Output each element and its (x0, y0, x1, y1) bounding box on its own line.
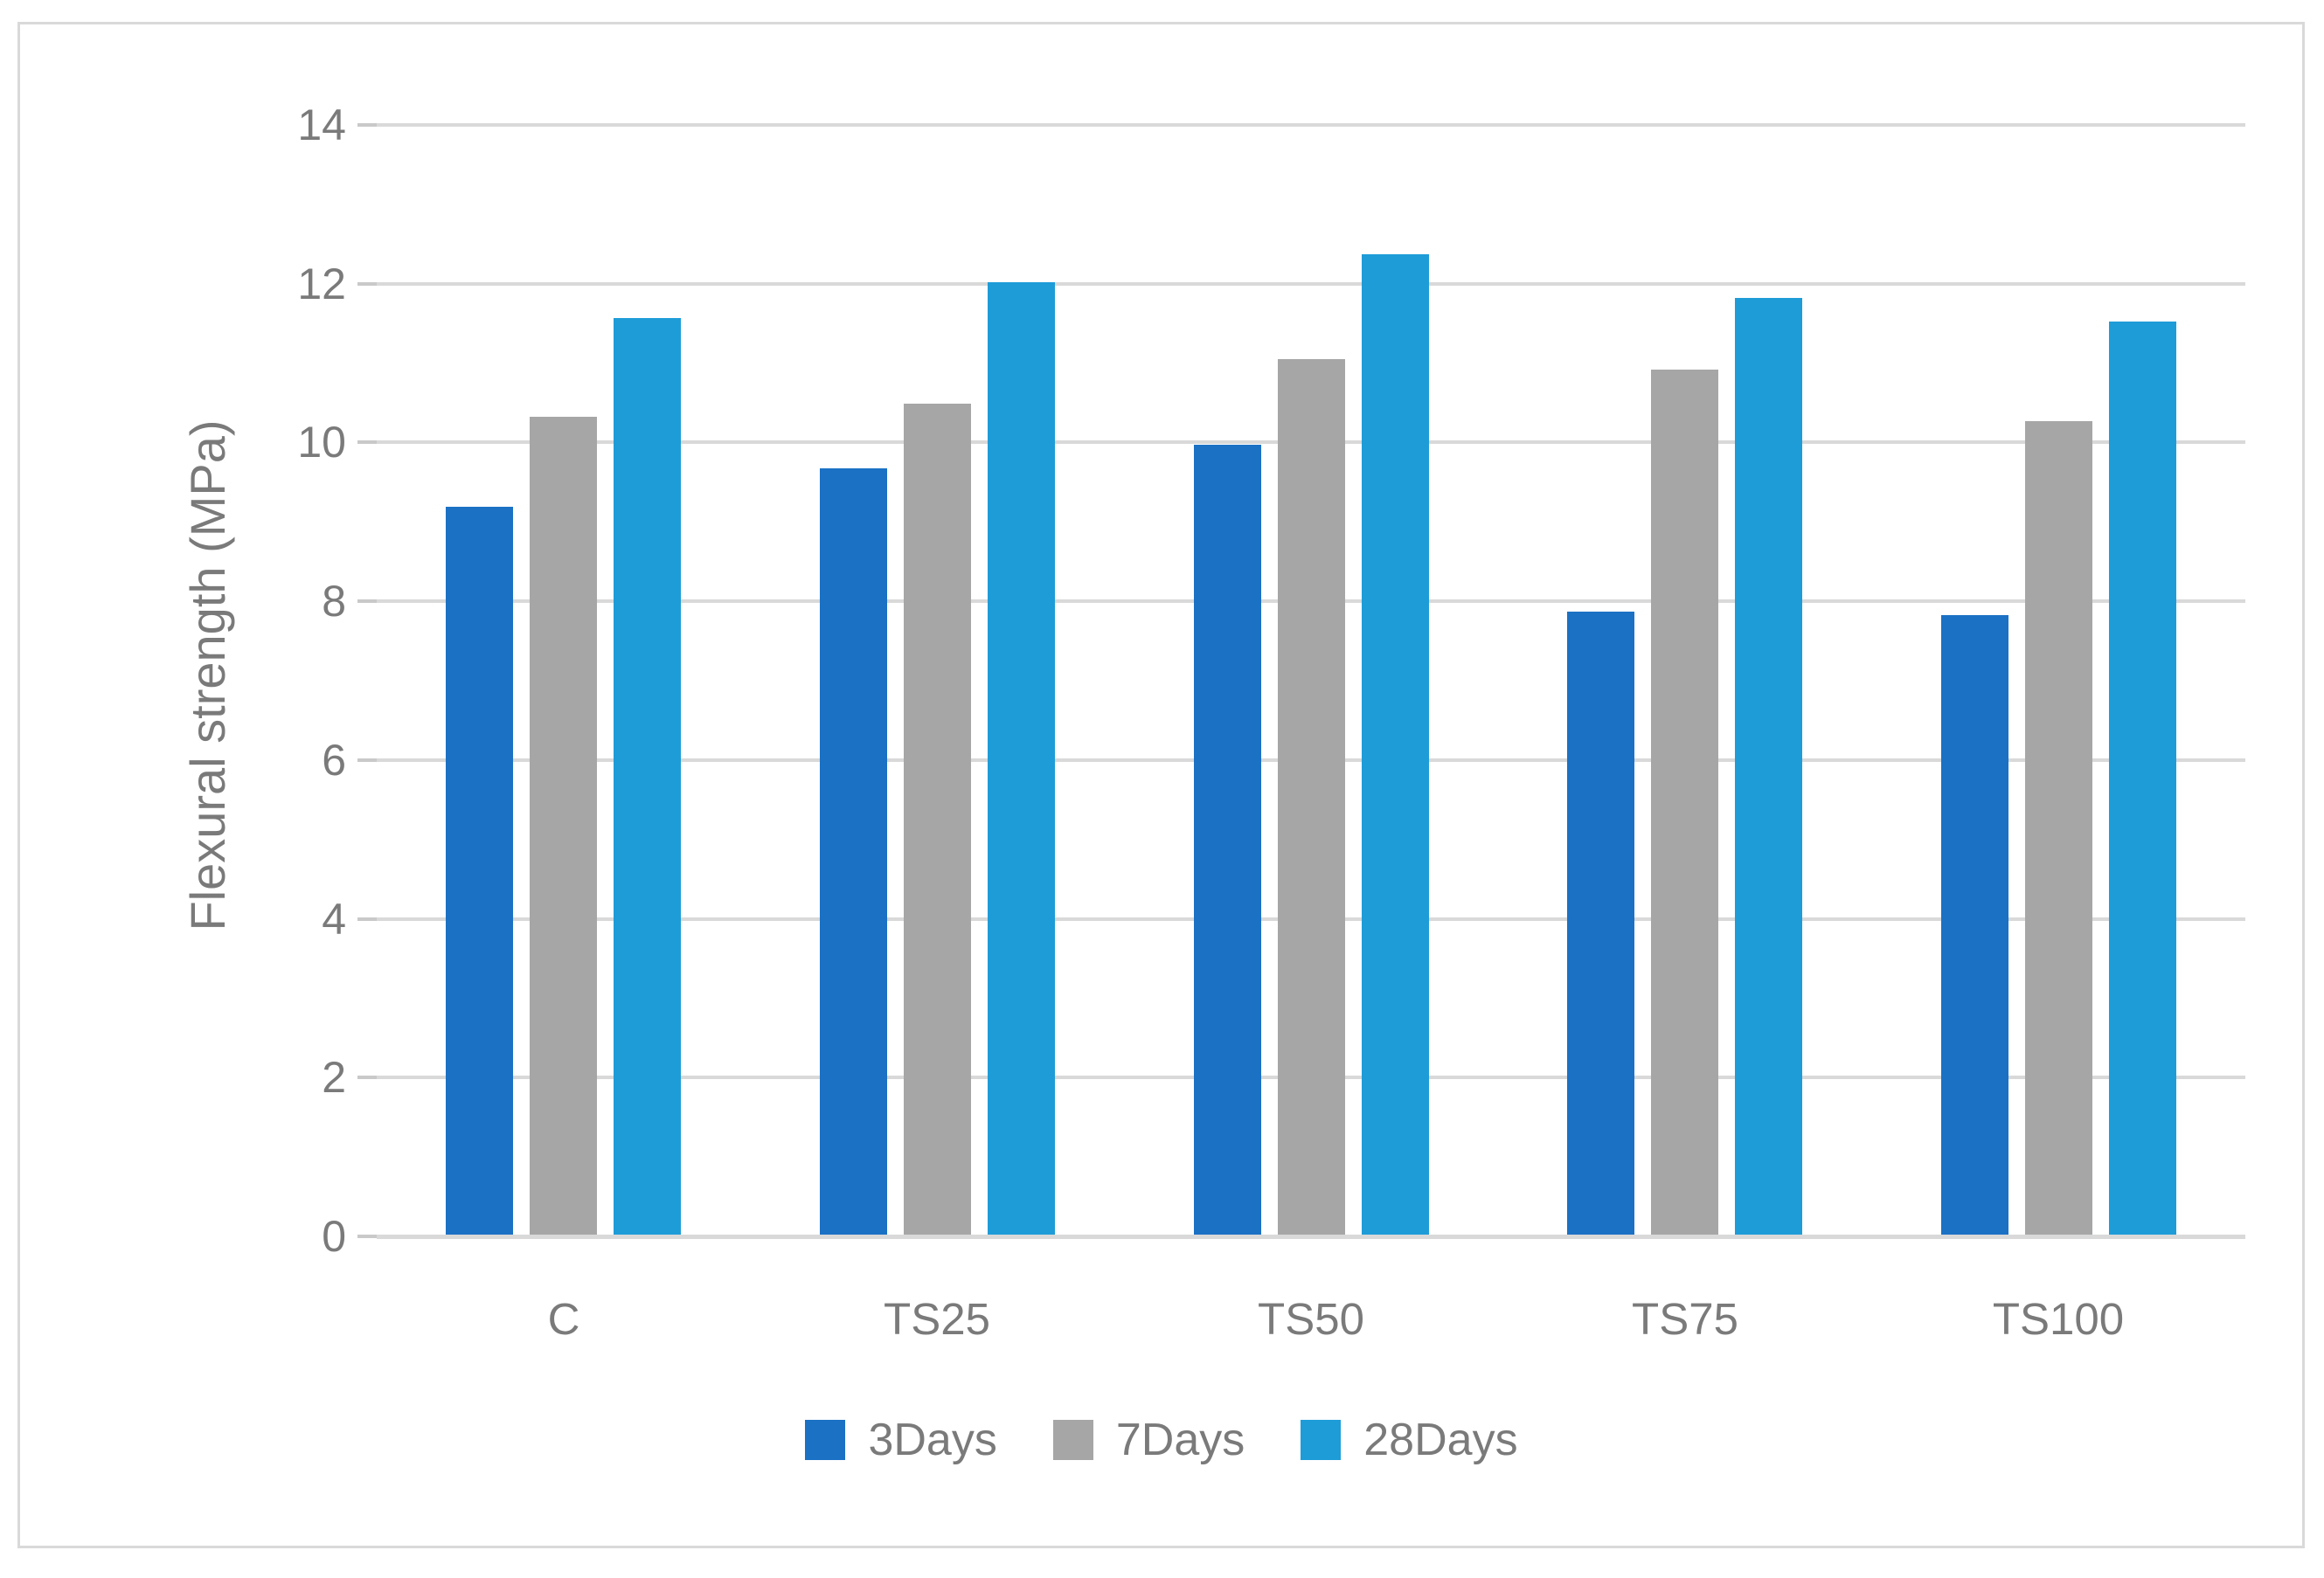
category-label-TS75: TS75 (1632, 1294, 1738, 1344)
y-axis-tick (357, 917, 377, 921)
legend-item-7Days: 7Days (1052, 1414, 1245, 1466)
bar-TS100-28Days (2109, 322, 2176, 1235)
y-axis-tick (357, 758, 377, 762)
bar-TS75-3Days (1567, 612, 1634, 1235)
y-tick-label-10: 10 (297, 418, 346, 467)
category-label-TS50: TS50 (1258, 1294, 1364, 1344)
bar-TS75-28Days (1735, 298, 1802, 1235)
gridline-12 (377, 281, 2245, 286)
category-label-TS25: TS25 (884, 1294, 990, 1344)
bar-TS25-3Days (820, 468, 887, 1235)
bar-TS25-7Days (904, 404, 971, 1235)
bar-TS50-3Days (1194, 445, 1261, 1235)
bar-TS50-7Days (1278, 359, 1345, 1235)
legend-label-28Days: 28Days (1363, 1415, 1518, 1465)
legend-swatch-7Days (1052, 1420, 1093, 1460)
y-tick-label-8: 8 (322, 577, 346, 626)
y-tick-label-4: 4 (322, 894, 346, 944)
bar-TS50-28Days (1362, 254, 1429, 1235)
chart-frame: Flexural strength (MPa) 0 2 4 6 8 10 12 14 C TS2… (17, 22, 2305, 1548)
bar-C-3Days (446, 507, 513, 1235)
legend-swatch-3Days (805, 1420, 846, 1460)
y-axis-tick (357, 599, 377, 604)
y-axis-tick (357, 123, 377, 127)
legend-item-3Days: 3Days (805, 1414, 997, 1466)
bar-TS100-7Days (2025, 421, 2092, 1235)
y-tick-label-6: 6 (322, 735, 346, 785)
bar-TS25-28Days (988, 282, 1055, 1235)
y-tick-label-14: 14 (297, 100, 346, 149)
y-axis-tick (357, 281, 377, 286)
legend-label-7Days: 7Days (1115, 1415, 1245, 1465)
y-axis-title: Flexural strength (MPa) (180, 419, 235, 931)
y-tick-label-12: 12 (297, 259, 346, 308)
x-axis-line (377, 1235, 2245, 1239)
legend: 3Days 7Days 28Days (17, 1414, 2306, 1466)
legend-item-28Days: 28Days (1301, 1414, 1518, 1466)
legend-swatch-28Days (1301, 1420, 1342, 1460)
bar-C-7Days (530, 417, 597, 1235)
y-tick-label-2: 2 (322, 1053, 346, 1103)
legend-label-3Days: 3Days (868, 1415, 997, 1465)
y-axis-tick (357, 1076, 377, 1080)
plot-area (377, 112, 2245, 1240)
category-label-TS100: TS100 (1992, 1294, 2125, 1344)
gridline-14 (377, 123, 2245, 127)
category-label-C: C (547, 1294, 580, 1344)
bar-TS75-7Days (1651, 370, 1718, 1235)
y-tick-label-0: 0 (322, 1212, 346, 1261)
bar-TS100-3Days (1941, 615, 2008, 1235)
bar-C-28Days (614, 318, 681, 1235)
y-axis-tick (357, 1235, 377, 1238)
y-axis-tick (357, 440, 377, 445)
